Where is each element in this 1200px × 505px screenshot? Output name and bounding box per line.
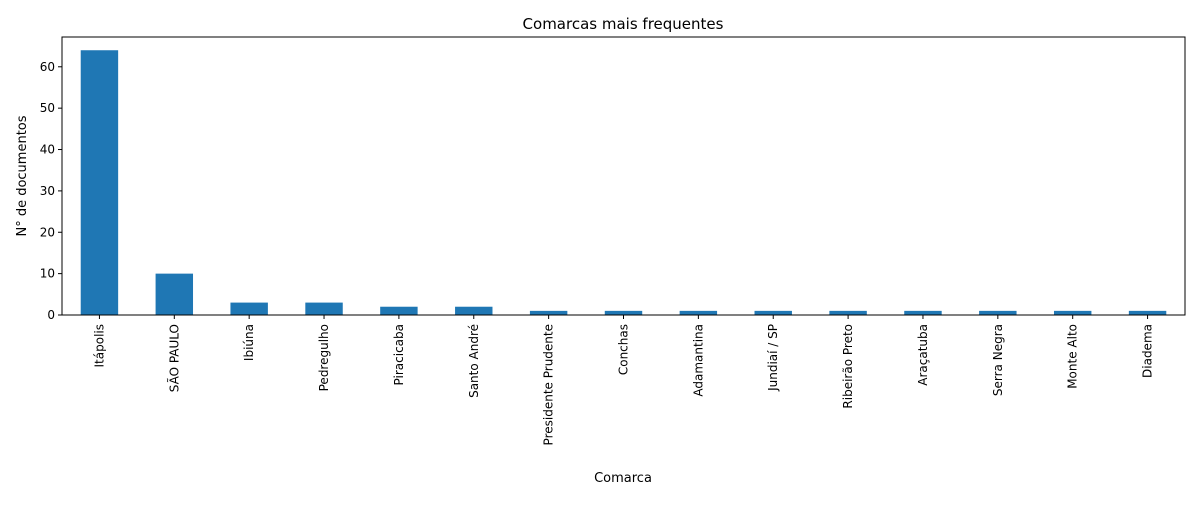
bar-4 (380, 306, 418, 315)
y-tick-label-0: 0 (47, 308, 55, 322)
y-tick-label-6: 60 (40, 60, 55, 74)
bar-1 (155, 273, 194, 315)
y-tick-label-3: 30 (40, 184, 55, 198)
x-tick-label-13: Monte Alto (1066, 324, 1080, 389)
bar-9 (754, 310, 792, 315)
y-tick-label-4: 40 (40, 143, 55, 157)
x-tick-label-6: Presidente Prudente (542, 324, 556, 445)
x-tick-label-0: Itápolis (92, 324, 106, 367)
plot-frame (61, 36, 1186, 316)
bar-6 (529, 310, 568, 315)
y-axis-label: N° de documentos (15, 115, 30, 236)
x-tick-label-1: SÃO PAULO (166, 324, 181, 392)
bar-14 (1128, 310, 1167, 315)
bar-5 (455, 306, 493, 315)
x-tick-label-12: Serra Negra (991, 324, 1005, 396)
bar-2 (230, 302, 268, 315)
x-tick-label-5: Santo André (467, 324, 481, 398)
bar-13 (1053, 310, 1092, 315)
x-tick-label-7: Conchas (617, 324, 631, 375)
x-tick-label-2: Ibiúna (242, 324, 256, 361)
bar-12 (979, 310, 1017, 315)
bar-10 (829, 310, 867, 315)
x-axis-label: Comarca (594, 471, 652, 486)
x-tick-label-10: Ribeirão Preto (841, 324, 855, 409)
x-tick-label-11: Araçatuba (916, 324, 930, 386)
chart-title: Comarcas mais frequentes (523, 15, 724, 33)
x-tick-label-4: Piracicaba (392, 324, 406, 385)
x-tick-label-14: Diadema (1141, 324, 1155, 378)
y-tick-label-1: 10 (40, 267, 55, 281)
bar-0 (80, 50, 119, 315)
bars-group (80, 50, 1167, 315)
bar-11 (904, 310, 942, 315)
bar-8 (679, 310, 718, 315)
x-axis: Itápolis SÃO PAULO Ibiúna Pedregulho Piracic… (92, 315, 1155, 445)
x-tick-label-9: Jundiaí / SP (766, 324, 780, 392)
bar-7 (604, 310, 643, 315)
y-tick-label-2: 20 (40, 225, 55, 239)
x-tick-label-3: Pedregulho (317, 324, 331, 391)
bar-3 (305, 302, 343, 315)
y-axis: 0 10 20 30 40 50 60 (40, 60, 62, 322)
y-tick-label-5: 50 (40, 101, 55, 115)
x-tick-label-8: Adamantina (691, 324, 705, 397)
